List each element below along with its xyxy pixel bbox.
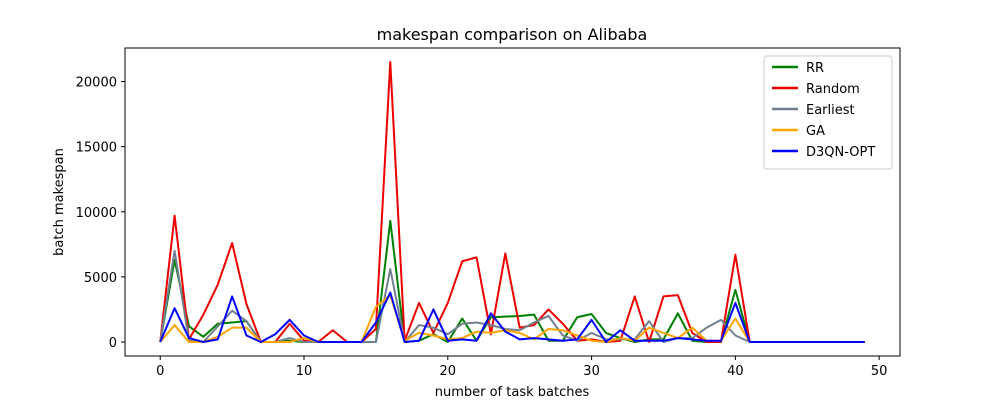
y-tick-label: 15000 [76,141,117,156]
y-axis: 0 5000 10000 15000 20000 [76,76,125,351]
legend-label-ga: GA [806,124,825,139]
y-tick-label: 10000 [76,206,117,221]
series-line-earliest [159,249,865,343]
legend: RR Random Earliest GA D3QN-OPT [763,55,893,170]
legend-box [763,55,893,170]
x-axis: 0 10 20 30 40 50 [156,356,887,379]
chart-title: makespan comparison on Alibaba [377,25,648,44]
series-line-rr [159,219,865,343]
y-tick-label: 0 [109,336,117,351]
legend-label-random: Random [806,82,860,97]
x-axis-label: number of task batches [435,385,590,400]
series-layer [159,61,865,343]
x-tick-label: 0 [156,364,164,379]
legend-label-rr: RR [806,61,824,76]
series-line-random [159,61,865,343]
legend-label-d3qn-opt: D3QN-OPT [806,145,875,160]
x-tick-label: 10 [296,364,313,379]
x-tick-label: 40 [727,364,744,379]
y-tick-label: 20000 [76,76,117,91]
x-tick-label: 20 [440,364,457,379]
y-tick-label: 5000 [84,271,117,286]
x-tick-label: 50 [871,364,888,379]
y-axis-label: batch makespan [52,148,67,256]
legend-label-earliest: Earliest [806,103,855,118]
series-line-d3qn-opt [159,291,865,343]
plot-area-frame [124,47,901,357]
x-tick-label: 30 [583,364,600,379]
